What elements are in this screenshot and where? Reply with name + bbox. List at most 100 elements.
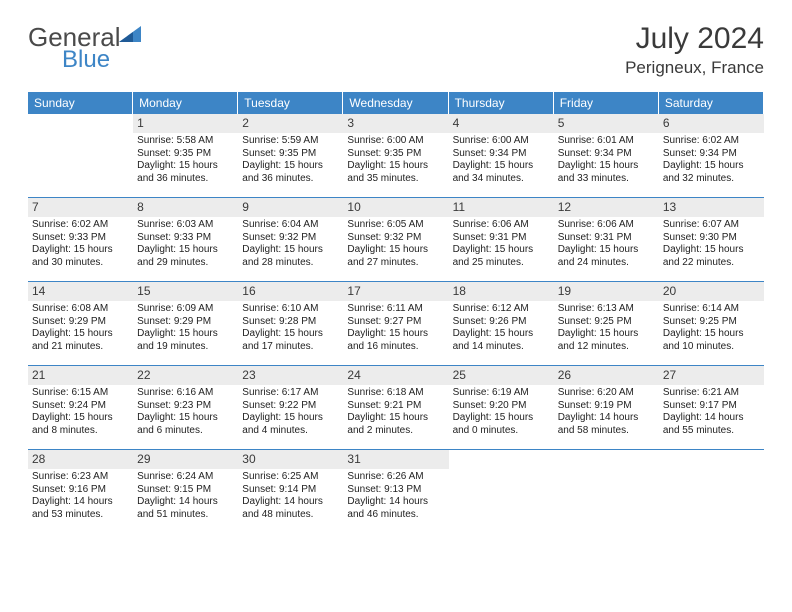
- day-number: 31: [343, 450, 448, 469]
- calendar-cell-31: 31Sunrise: 6:26 AMSunset: 9:13 PMDayligh…: [343, 450, 448, 534]
- daylight1-text: Daylight: 15 hours: [242, 244, 339, 257]
- day-number: 22: [133, 366, 238, 385]
- logo: General Blue: [28, 22, 143, 53]
- day-number: 4: [449, 114, 554, 133]
- daylight2-text: and 51 minutes.: [137, 509, 234, 522]
- header: General Blue July 2024 Perigneux, France: [28, 22, 764, 78]
- sunset-text: Sunset: 9:35 PM: [347, 148, 444, 161]
- calendar-cell-24: 24Sunrise: 6:18 AMSunset: 9:21 PMDayligh…: [343, 366, 448, 450]
- sunset-text: Sunset: 9:14 PM: [242, 484, 339, 497]
- day-header-thursday: Thursday: [449, 92, 554, 114]
- daylight1-text: Daylight: 15 hours: [347, 160, 444, 173]
- daylight1-text: Daylight: 15 hours: [558, 160, 655, 173]
- day-number: 30: [238, 450, 343, 469]
- sunset-text: Sunset: 9:24 PM: [32, 400, 129, 413]
- sunrise-text: Sunrise: 6:09 AM: [137, 303, 234, 316]
- daylight2-text: and 2 minutes.: [347, 425, 444, 438]
- daylight2-text: and 22 minutes.: [663, 257, 760, 270]
- day-number: 9: [238, 198, 343, 217]
- sunset-text: Sunset: 9:25 PM: [558, 316, 655, 329]
- calendar-grid: SundayMondayTuesdayWednesdayThursdayFrid…: [28, 92, 764, 534]
- sunrise-text: Sunrise: 6:25 AM: [242, 471, 339, 484]
- calendar-cell-29: 29Sunrise: 6:24 AMSunset: 9:15 PMDayligh…: [133, 450, 238, 534]
- daylight1-text: Daylight: 15 hours: [558, 244, 655, 257]
- sunrise-text: Sunrise: 6:11 AM: [347, 303, 444, 316]
- sunrise-text: Sunrise: 6:26 AM: [347, 471, 444, 484]
- day-number: 24: [343, 366, 448, 385]
- daylight2-text: and 4 minutes.: [242, 425, 339, 438]
- daylight1-text: Daylight: 15 hours: [453, 244, 550, 257]
- day-number: 25: [449, 366, 554, 385]
- daylight2-text: and 35 minutes.: [347, 173, 444, 186]
- sunrise-text: Sunrise: 6:20 AM: [558, 387, 655, 400]
- logo-blue: Blue: [62, 46, 110, 74]
- calendar-cell-empty: .: [659, 450, 764, 534]
- daylight1-text: Daylight: 15 hours: [32, 412, 129, 425]
- sunset-text: Sunset: 9:35 PM: [242, 148, 339, 161]
- sunrise-text: Sunrise: 6:02 AM: [32, 219, 129, 232]
- daylight1-text: Daylight: 15 hours: [242, 328, 339, 341]
- calendar-cell-18: 18 Sunrise: 6:12 AMSunset: 9:26 PMDayligh…: [449, 282, 554, 366]
- daylight1-text: Daylight: 15 hours: [453, 328, 550, 341]
- calendar-cell-16: 16Sunrise: 6:10 AMSunset: 9:28 PMDayligh…: [238, 282, 343, 366]
- sunrise-text: Sunrise: 5:59 AM: [242, 135, 339, 148]
- day-number: 21: [28, 366, 133, 385]
- sunset-text: Sunset: 9:29 PM: [32, 316, 129, 329]
- calendar-cell-6: 6Sunrise: 6:02 AMSunset: 9:34 PMDaylight…: [659, 114, 764, 198]
- month-title: July 2024: [625, 22, 764, 56]
- daylight1-text: Daylight: 15 hours: [242, 412, 339, 425]
- daylight2-text: and 25 minutes.: [453, 257, 550, 270]
- sunset-text: Sunset: 9:22 PM: [242, 400, 339, 413]
- calendar-cell-28: 28Sunrise: 6:23 AMSunset: 9:16 PMDayligh…: [28, 450, 133, 534]
- sunset-text: Sunset: 9:17 PM: [663, 400, 760, 413]
- daylight1-text: Daylight: 15 hours: [137, 328, 234, 341]
- sunrise-text: Sunrise: 6:07 AM: [663, 219, 760, 232]
- daylight2-text: and 28 minutes.: [242, 257, 339, 270]
- sunset-text: Sunset: 9:31 PM: [558, 232, 655, 245]
- sunrise-text: Sunrise: 6:00 AM: [347, 135, 444, 148]
- calendar-cell-14: 14Sunrise: 6:08 AMSunset: 9:29 PMDayligh…: [28, 282, 133, 366]
- sunrise-text: Sunrise: 6:19 AM: [453, 387, 550, 400]
- day-number: 18: [449, 282, 554, 301]
- daylight2-text: and 19 minutes.: [137, 341, 234, 354]
- day-number: 13: [659, 198, 764, 217]
- day-number: 12: [554, 198, 659, 217]
- day-number: 14: [28, 282, 133, 301]
- calendar-cell-19: 19Sunrise: 6:13 AMSunset: 9:25 PMDayligh…: [554, 282, 659, 366]
- daylight2-text: and 34 minutes.: [453, 173, 550, 186]
- daylight1-text: Daylight: 15 hours: [663, 160, 760, 173]
- sunset-text: Sunset: 9:26 PM: [453, 316, 550, 329]
- sunrise-text: Sunrise: 6:03 AM: [137, 219, 234, 232]
- daylight2-text: and 48 minutes.: [242, 509, 339, 522]
- day-number: 20: [659, 282, 764, 301]
- sunrise-text: Sunrise: 6:12 AM: [453, 303, 550, 316]
- daylight1-text: Daylight: 15 hours: [347, 328, 444, 341]
- day-header-monday: Monday: [133, 92, 238, 114]
- calendar-cell-22: 22Sunrise: 6:16 AMSunset: 9:23 PMDayligh…: [133, 366, 238, 450]
- sunrise-text: Sunrise: 6:18 AM: [347, 387, 444, 400]
- calendar-cell-7: 7Sunrise: 6:02 AMSunset: 9:33 PMDaylight…: [28, 198, 133, 282]
- calendar-cell-10: 10Sunrise: 6:05 AMSunset: 9:32 PMDayligh…: [343, 198, 448, 282]
- daylight2-text: and 58 minutes.: [558, 425, 655, 438]
- sunrise-text: Sunrise: 5:58 AM: [137, 135, 234, 148]
- sunrise-text: Sunrise: 6:02 AM: [663, 135, 760, 148]
- sunset-text: Sunset: 9:30 PM: [663, 232, 760, 245]
- daylight1-text: Daylight: 14 hours: [137, 496, 234, 509]
- calendar-cell-13: 13Sunrise: 6:07 AMSunset: 9:30 PMDayligh…: [659, 198, 764, 282]
- sunrise-text: Sunrise: 6:10 AM: [242, 303, 339, 316]
- daylight2-text: and 46 minutes.: [347, 509, 444, 522]
- sunset-text: Sunset: 9:21 PM: [347, 400, 444, 413]
- daylight2-text: and 10 minutes.: [663, 341, 760, 354]
- day-number: 1: [133, 114, 238, 133]
- sunset-text: Sunset: 9:25 PM: [663, 316, 760, 329]
- sunset-text: Sunset: 9:34 PM: [558, 148, 655, 161]
- calendar-cell-2: 2Sunrise: 5:59 AMSunset: 9:35 PMDaylight…: [238, 114, 343, 198]
- logo-triangle-icon: [119, 26, 141, 44]
- calendar-cell-4: 4Sunrise: 6:00 AMSunset: 9:34 PMDaylight…: [449, 114, 554, 198]
- calendar-cell-20: 20Sunrise: 6:14 AMSunset: 9:25 PMDayligh…: [659, 282, 764, 366]
- day-number: 5: [554, 114, 659, 133]
- day-number: 6: [659, 114, 764, 133]
- day-header-friday: Friday: [554, 92, 659, 114]
- title-block: July 2024 Perigneux, France: [625, 22, 764, 78]
- location: Perigneux, France: [625, 58, 764, 78]
